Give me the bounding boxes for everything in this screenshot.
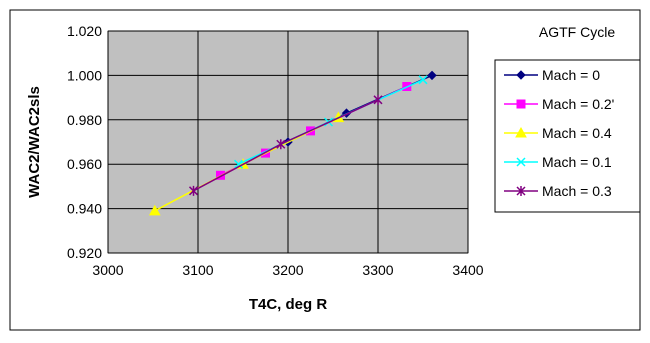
- x-tick-label: 3000: [92, 262, 123, 278]
- data-point: [276, 139, 286, 150]
- x-tick-label: 3300: [362, 262, 393, 278]
- legend-marker: [516, 70, 526, 80]
- y-tick-label: 0.940: [67, 201, 102, 217]
- legend-entry: Mach = 0.3: [504, 183, 612, 199]
- legend-label: Mach = 0.2': [542, 96, 614, 112]
- y-axis-label: WAC2/WAC2sls: [26, 86, 43, 198]
- y-tick-label: 1.000: [67, 67, 102, 83]
- legend-entry: Mach = 0.1: [504, 154, 612, 170]
- legend: Mach = 0 Mach = 0.2' Mach = 0.4 Mach = 0.1 M…: [504, 67, 614, 199]
- legend-entry: Mach = 0: [504, 67, 600, 83]
- data-point: [188, 185, 199, 196]
- data-point: [373, 94, 383, 105]
- data-point: [148, 204, 161, 216]
- y-tick-labels: 0.920 0.940 0.960 0.980 1.000 1.020: [67, 23, 102, 261]
- legend-label: Mach = 0.3: [542, 183, 612, 199]
- legend-marker: [516, 99, 526, 109]
- x-tick-labels: 3000 3100 3200 3300 3400: [92, 262, 483, 278]
- data-point: [418, 75, 428, 85]
- legend-label: Mach = 0.4: [542, 125, 612, 141]
- legend-marker: [516, 186, 526, 196]
- series-5: [188, 94, 383, 196]
- chart-title: AGTF Cycle: [539, 24, 615, 40]
- legend-entry: Mach = 0.4: [504, 125, 612, 141]
- x-tick-label: 3400: [452, 262, 483, 278]
- legend-marker: [515, 126, 527, 138]
- data-point: [427, 70, 437, 81]
- y-tick-label: 0.960: [67, 156, 102, 172]
- y-tick-label: 1.020: [67, 23, 102, 39]
- data-point: [233, 159, 244, 169]
- x-tick-label: 3200: [272, 262, 303, 278]
- legend-marker: [516, 157, 526, 167]
- legend-entry: Mach = 0.2': [504, 96, 614, 112]
- x-axis-label: T4C, deg R: [249, 296, 328, 313]
- y-tick-label: 0.980: [67, 112, 102, 128]
- legend-label: Mach = 0: [542, 67, 600, 83]
- legend-label: Mach = 0.1: [542, 154, 612, 170]
- y-tick-label: 0.920: [67, 245, 102, 261]
- x-tick-label: 3100: [182, 262, 213, 278]
- series-layer: [148, 70, 437, 216]
